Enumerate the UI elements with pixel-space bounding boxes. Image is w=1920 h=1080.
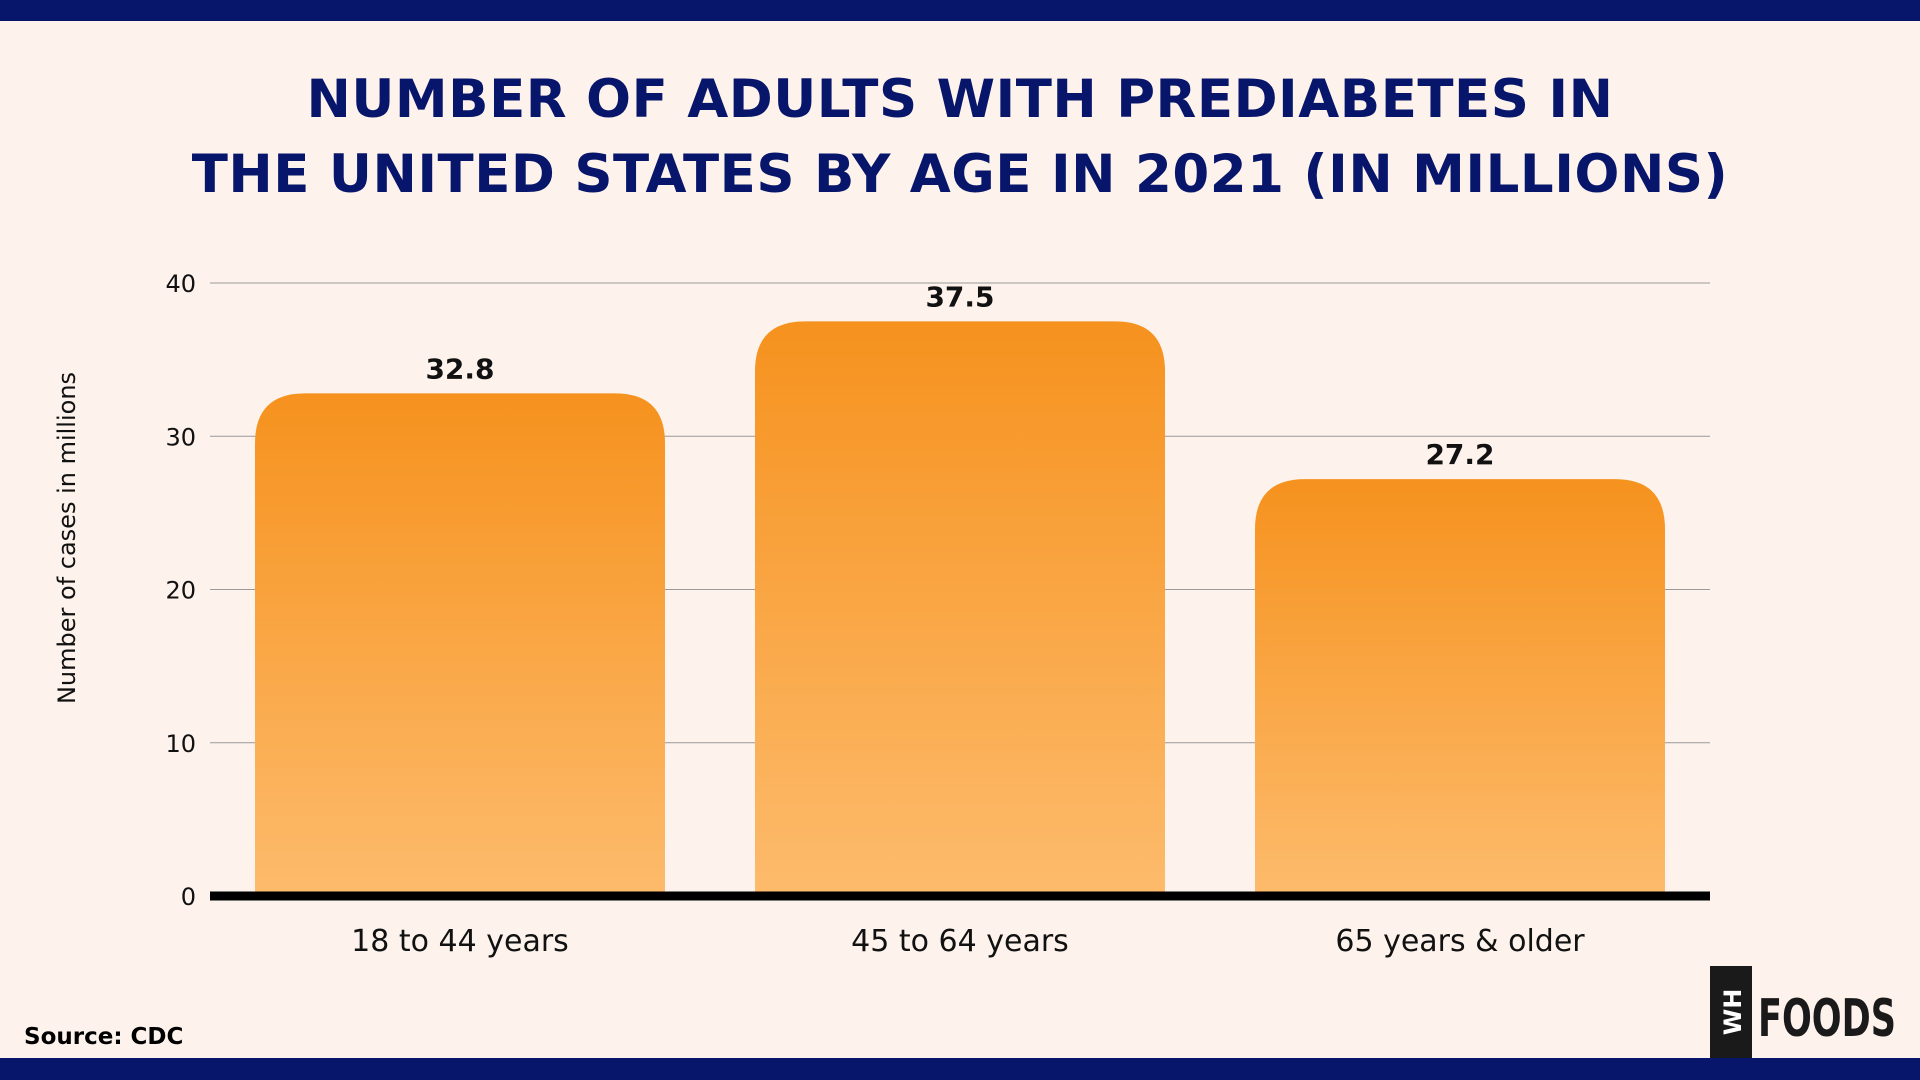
y-tick-label: 30 <box>165 423 196 451</box>
logo-word: FOODS <box>1758 989 1896 1049</box>
bar-value-label: 37.5 <box>925 280 994 313</box>
whfoods-logo: WH FOODS <box>1710 966 1896 1058</box>
y-tick-label: 10 <box>165 730 196 758</box>
y-axis-label: Number of cases in millions <box>53 372 81 704</box>
source-note: Source: CDC <box>24 1024 184 1050</box>
bar <box>1255 479 1665 896</box>
bar <box>255 393 665 896</box>
bar-value-label: 27.2 <box>1425 438 1494 471</box>
axes: 0 10 20 30 40 18 to 44 years 45 to 64 years 65 … <box>165 270 1710 959</box>
x-category-label: 65 years & older <box>1335 924 1585 959</box>
chart-title: NUMBER OF ADULTS WITH PREDIABETES IN THE… <box>0 62 1920 212</box>
y-tick-label: 40 <box>165 270 196 298</box>
x-category-label: 18 to 44 years <box>351 924 569 959</box>
bar-value-label: 32.8 <box>425 352 494 385</box>
logo-box <box>1710 966 1752 1058</box>
bar <box>755 321 1165 896</box>
title-line-1: NUMBER OF ADULTS WITH PREDIABETES IN <box>306 69 1614 130</box>
y-tick-label: 0 <box>181 883 196 911</box>
bottom-band <box>0 1058 1920 1080</box>
bars: 32.8 37.5 27.2 <box>255 280 1665 896</box>
logo-box-text: WH <box>1719 989 1747 1036</box>
x-category-label: 45 to 64 years <box>851 924 1069 959</box>
y-tick-label: 20 <box>165 577 196 605</box>
top-band <box>0 0 1920 21</box>
title-line-2: THE UNITED STATES BY AGE IN 2021 (IN MIL… <box>191 144 1729 205</box>
